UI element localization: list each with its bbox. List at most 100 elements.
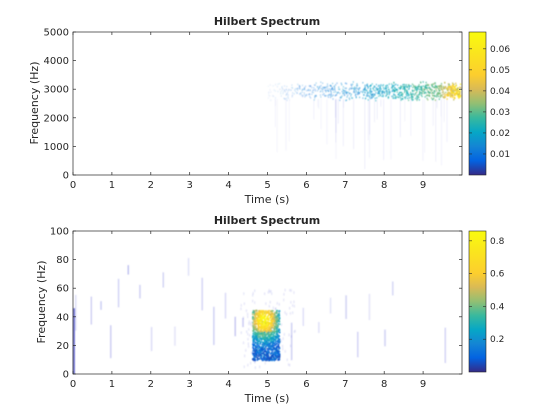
spectrum-cell <box>257 329 259 332</box>
spectrum-cell <box>268 91 270 93</box>
spectrum-cell <box>334 89 336 91</box>
spectrum-cell <box>458 90 460 93</box>
spectrum-cell <box>262 335 264 337</box>
panel-1-x-axis-label: Time (s) <box>244 193 290 206</box>
spectrum-halo-cell <box>269 300 271 304</box>
spectrum-peak-cell <box>450 86 453 89</box>
spectrum-halo-cell <box>284 311 286 314</box>
spectrum-cell <box>263 343 266 346</box>
spectrum-cell <box>366 91 369 94</box>
spectrum-cell <box>356 83 358 85</box>
spectrum-cell <box>326 83 329 85</box>
spectrum-cell <box>351 97 354 99</box>
spectrum-halo-cell <box>254 360 256 364</box>
spectrum-cell <box>270 310 272 312</box>
spectrum-halo-cell <box>272 306 274 310</box>
x-tick-label: 4 <box>225 379 231 390</box>
spectrum-cell <box>454 87 457 90</box>
spectrum-cell <box>285 94 287 96</box>
spectrum-cell <box>367 99 369 101</box>
spectrum-cell <box>262 311 264 313</box>
spectral-streak <box>117 278 120 308</box>
spectrum-cell <box>364 97 366 100</box>
spectrum-cell <box>424 86 427 89</box>
y-tick-label: 0 <box>63 370 69 381</box>
spectrum-cell <box>253 335 255 338</box>
spectrum-cell <box>418 85 420 88</box>
spectral-streak <box>302 307 305 326</box>
spectrum-cell <box>406 89 408 92</box>
spectrum-peak-cell <box>447 87 449 89</box>
spectrum-cell <box>404 84 406 86</box>
spectrum-cell <box>273 337 275 339</box>
spectrum-cell <box>263 338 265 341</box>
spectrum-cell <box>259 332 262 335</box>
spectrum-cell <box>273 359 276 362</box>
spectrum-cell <box>424 96 426 98</box>
spectrum-cell <box>457 95 459 97</box>
panel-2-x-axis-label: Time (s) <box>244 392 290 405</box>
spectrum-cell <box>387 96 390 99</box>
spectrum-cell <box>320 87 322 90</box>
spectrum-cell <box>259 355 262 358</box>
spectrum-cell <box>307 88 310 91</box>
spectrum-cell <box>259 347 261 349</box>
spectrum-cell <box>396 89 398 91</box>
panel-1-y-axis-label: Frequency (Hz) <box>28 62 41 145</box>
spectrum-cell <box>266 322 269 324</box>
spectrum-cell <box>257 351 259 354</box>
spectrum-cell <box>261 334 263 337</box>
spectrum-cell <box>407 94 410 97</box>
spectrum-cell <box>264 354 266 356</box>
spectrum-cell <box>276 319 278 322</box>
spectrum-peak-cell <box>451 88 453 90</box>
spectrum-cell <box>275 337 277 340</box>
spectrum-cell <box>299 88 301 90</box>
spectrum-cell <box>253 333 255 335</box>
spectrum-cell <box>287 97 289 100</box>
spectrum-cell <box>275 317 277 319</box>
spectrum-cell <box>385 94 388 97</box>
spectrum-cell <box>270 313 273 316</box>
colorbar-tick-label: 0.6 <box>490 270 505 280</box>
spectrum-cell <box>287 89 289 92</box>
spectrum-cell <box>272 333 274 336</box>
spectrum-cell <box>285 97 288 100</box>
spectrum-cell <box>291 94 294 96</box>
spectrum-cell <box>388 92 390 94</box>
spectrum-cell <box>266 327 268 329</box>
spectrum-cell <box>439 84 442 87</box>
spectrum-cell <box>272 326 274 329</box>
spectrum-cell <box>341 90 343 93</box>
spectrum-cell <box>269 337 271 340</box>
spectrum-halo-cell <box>245 309 248 312</box>
spectrum-halo-cell <box>277 342 279 346</box>
spectrum-cell <box>426 87 428 89</box>
spectrum-cell <box>367 87 369 90</box>
spectrum-cell <box>277 334 279 337</box>
spectrum-cell <box>251 335 254 338</box>
spectrum-cell <box>259 354 262 356</box>
spectrum-cell <box>269 359 271 361</box>
spectrum-cell <box>444 85 447 88</box>
spectrum-cell <box>270 340 273 343</box>
spectrum-cell <box>433 86 436 89</box>
spectrum-cell <box>399 97 402 99</box>
spectrum-cell <box>258 328 260 331</box>
y-tick-label: 40 <box>56 312 69 323</box>
spectrum-cell <box>364 87 366 90</box>
spectrum-cell <box>428 94 430 96</box>
spectrum-halo-cell <box>259 365 261 369</box>
spectrum-peak-cell <box>454 88 457 91</box>
spectrum-cell <box>268 357 270 360</box>
spectrum-cell <box>255 351 257 353</box>
spectrum-cell <box>253 325 255 328</box>
spectrum-cell <box>442 93 444 96</box>
spectrum-cell <box>253 329 255 332</box>
spectrum-cell <box>270 346 272 349</box>
spectrum-cell <box>433 90 435 93</box>
spectrum-peak-cell <box>458 94 460 97</box>
spectrum-cell <box>440 82 443 85</box>
spectrum-cell <box>350 95 352 97</box>
spectrum-cell <box>330 93 332 96</box>
